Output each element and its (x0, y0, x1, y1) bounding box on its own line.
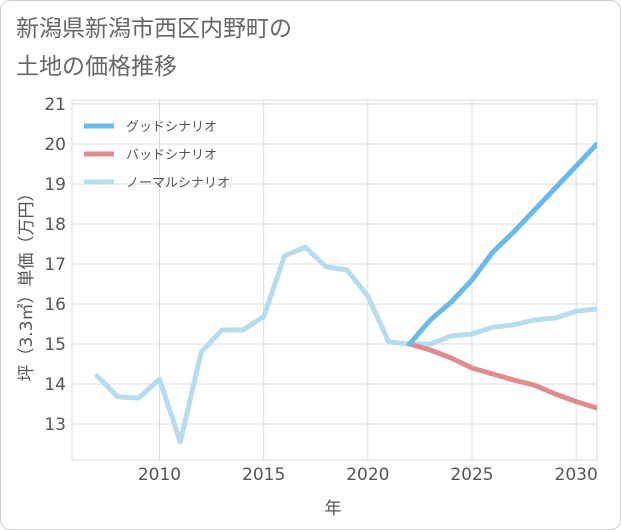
plot-frame (71, 99, 598, 461)
y-tick-label: 14 (44, 375, 66, 395)
x-tick-label: 2030 (555, 465, 598, 485)
y-tick-label: 17 (44, 255, 66, 275)
series-line-2 (94, 244, 597, 445)
series-line-1 (407, 341, 597, 411)
legend-label: ノーマルシナリオ (126, 176, 230, 191)
y-axis-label: 坪（3.3㎡）単価（万円） (17, 184, 37, 381)
y-tick-label: 20 (44, 135, 66, 155)
y-tick-label: 21 (44, 95, 66, 115)
x-axis-label: 年 (325, 499, 342, 519)
x-tick-label: 2015 (242, 465, 285, 485)
title-line-2: 土地の価格推移 (16, 54, 177, 80)
series-lines (94, 141, 597, 445)
title-line-1: 新潟県新潟市西区内野町の (16, 16, 292, 42)
x-tick-label: 2025 (450, 465, 493, 485)
chart-title: 新潟県新潟市西区内野町の 土地の価格推移 (16, 10, 292, 86)
legend-label: グッドシナリオ (126, 120, 217, 135)
x-tick-label: 2020 (346, 465, 389, 485)
x-tick-label: 2010 (138, 465, 181, 485)
legend-label: バッドシナリオ (126, 148, 217, 163)
y-tick-label: 19 (44, 175, 66, 195)
series-line-0 (407, 141, 597, 347)
tick-labels: 13 14 15 16 17 18 19 20 21 2010 2015 2020 2025 2030 (44, 95, 597, 485)
y-tick-label: 18 (44, 215, 66, 235)
y-tick-label: 16 (44, 295, 66, 315)
y-tick-label: 13 (44, 415, 66, 435)
y-tick-label: 15 (44, 335, 66, 355)
